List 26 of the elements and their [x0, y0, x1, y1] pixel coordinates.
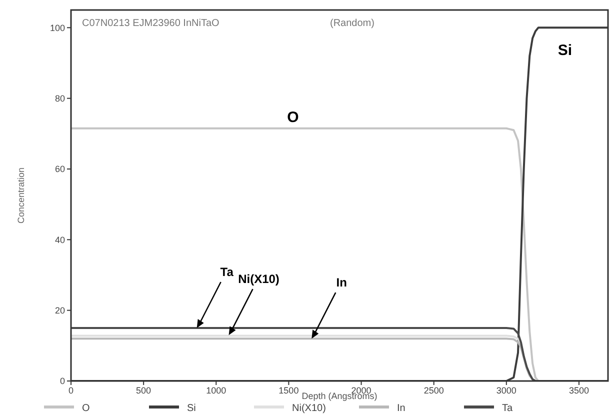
y-axis-title: Concentration: [16, 167, 26, 224]
x-tick-label: 3000: [496, 385, 516, 396]
x-tick-label: 2500: [424, 385, 444, 396]
x-tick-label: 0: [68, 385, 74, 396]
annotation: In: [336, 276, 347, 290]
legend-label: Ta: [502, 403, 513, 414]
legend-label: O: [82, 403, 90, 414]
legend-label: Ni(X10): [292, 403, 326, 414]
legend-label: Si: [187, 403, 196, 414]
y-tick-label: 80: [54, 94, 65, 104]
text: (Random): [330, 18, 374, 29]
y-tick-label: 100: [50, 22, 65, 33]
y-tick-label: 0: [60, 376, 65, 386]
annotation: Si: [558, 42, 572, 59]
annotation: Ta: [220, 265, 234, 279]
text: C07N0213 EJM23960 InNiTaO: [82, 18, 220, 29]
annotation: O: [287, 109, 300, 126]
x-tick-label: 3500: [568, 385, 589, 396]
annotation: Ni(X10): [238, 272, 280, 286]
x-tick-label: 500: [136, 385, 152, 396]
x-tick-label: 1000: [206, 385, 226, 396]
y-tick-label: 60: [54, 164, 65, 174]
y-tick-label: 40: [54, 234, 65, 245]
y-tick-label: 20: [54, 306, 65, 316]
legend-label: In: [397, 403, 406, 414]
x-tick-label: 1500: [278, 385, 299, 396]
